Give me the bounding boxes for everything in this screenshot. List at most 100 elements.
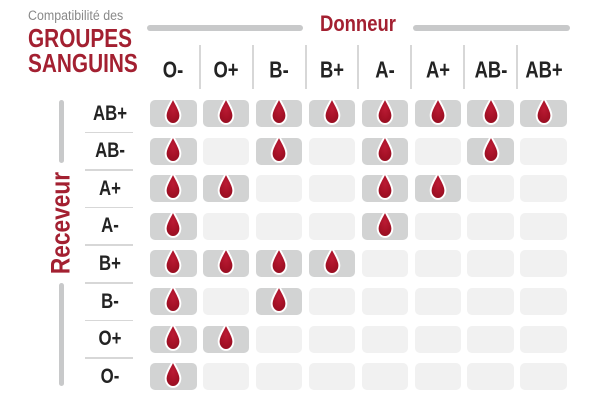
- donor-axis-rule-left: [147, 25, 303, 31]
- donor-column-header: B-: [269, 56, 289, 83]
- grid-cell: [150, 96, 197, 127]
- grid-cell: [150, 321, 197, 353]
- blood-drop-icon: [164, 133, 182, 163]
- blood-drop-icon: [482, 96, 499, 125]
- grid-cell: [414, 288, 461, 315]
- blood-drop-icon: [164, 284, 182, 313]
- grid-cell: [150, 208, 197, 240]
- blood-drop-icon: [270, 133, 288, 163]
- blood-drop-icon: [164, 246, 182, 276]
- blood-drop-icon: [270, 96, 288, 125]
- grid-cell: [202, 321, 250, 353]
- column-separator: [410, 45, 413, 89]
- title-line1: GROUPES: [28, 23, 133, 53]
- receiver-row-label: A+: [99, 176, 121, 200]
- grid-cell: [202, 137, 250, 165]
- blood-drop-icon: [376, 208, 394, 238]
- blood-drop-icon: [217, 321, 235, 351]
- column-separator: [304, 45, 307, 89]
- receiver-row-label: B+: [99, 251, 121, 275]
- receiver-row-label: O-: [100, 364, 120, 388]
- donor-column-header: AB-: [474, 56, 507, 83]
- grid-cell: [414, 171, 461, 203]
- grid-cell: [308, 175, 356, 203]
- donor-column-header: O-: [163, 56, 184, 83]
- grid-cell: [414, 96, 461, 127]
- receiver-row-label: O+: [98, 327, 122, 351]
- blood-drop-icon: [164, 171, 182, 201]
- grid-cell: [467, 250, 514, 278]
- grid-cell: [150, 133, 197, 165]
- blood-drop-icon: [376, 133, 394, 163]
- grid-cell: [150, 246, 197, 278]
- row-separator: [85, 357, 133, 359]
- grid-cell: [414, 250, 461, 278]
- grid-cell: [467, 363, 514, 391]
- receiver-row-label: A-: [101, 214, 119, 238]
- grid-cell: [520, 325, 567, 353]
- donor-column-header: O+: [213, 56, 239, 83]
- column-separator: [463, 45, 466, 89]
- grid-cell: [520, 288, 567, 315]
- grid-cell: [520, 96, 567, 127]
- grid-cell: [467, 325, 514, 353]
- grid-cell: [520, 212, 567, 240]
- receiver-row-label: B-: [101, 289, 119, 313]
- blood-drop-icon: [376, 171, 394, 201]
- grid-cell: [414, 137, 461, 165]
- receiver-axis-rule-top: [58, 100, 64, 163]
- grid-cell: [202, 288, 250, 315]
- donor-column-header: A+: [425, 56, 450, 83]
- blood-drop-icon: [429, 171, 447, 201]
- grid-cell: [255, 96, 303, 127]
- grid-cell: [150, 359, 197, 391]
- grid-cell: [308, 246, 356, 278]
- grid-cell: [467, 288, 514, 315]
- blood-drop-icon: [482, 133, 499, 163]
- grid-cell: [202, 171, 250, 203]
- title-line2: SANGUINS: [28, 48, 138, 78]
- grid-cell: [520, 250, 567, 278]
- grid-cell: [414, 325, 461, 353]
- grid-cell: [467, 175, 514, 203]
- grid-cell: [414, 363, 461, 391]
- receiver-axis-rule-bottom: [58, 283, 64, 386]
- donor-column-header: AB+: [524, 56, 563, 83]
- grid-cell: [361, 133, 409, 165]
- grid-cell: [202, 212, 250, 240]
- grid-cell: [520, 137, 567, 165]
- grid-cell: [467, 212, 514, 240]
- blood-drop-icon: [270, 246, 288, 276]
- grid-cell: [255, 325, 303, 353]
- grid-cell: [361, 96, 409, 127]
- grid-cell: [361, 363, 409, 391]
- blood-drop-icon: [429, 96, 447, 125]
- grid-cell: [520, 363, 567, 391]
- grid-cell: [467, 133, 514, 165]
- donor-axis-title: Donneur: [320, 11, 396, 36]
- blood-drop-icon: [270, 284, 288, 313]
- grid-cell: [361, 208, 409, 240]
- column-separator: [516, 45, 519, 89]
- blood-drop-icon: [323, 246, 341, 276]
- grid-cell: [308, 288, 356, 315]
- grid-cell: [308, 363, 356, 391]
- row-separator: [85, 131, 133, 134]
- row-separator: [85, 206, 133, 209]
- grid-cell: [255, 246, 303, 278]
- title-eyebrow: Compatibilité des: [28, 8, 124, 23]
- grid-cell: [361, 171, 409, 203]
- donor-column-header: B+: [319, 56, 344, 83]
- blood-drop-icon: [164, 96, 182, 125]
- grid-cell: [202, 96, 250, 127]
- grid-cell: [150, 171, 197, 203]
- grid-cell: [308, 96, 356, 127]
- grid-cell: [361, 250, 409, 278]
- grid-cell: [202, 363, 250, 391]
- blood-drop-icon: [376, 96, 394, 125]
- blood-drop-icon: [535, 96, 552, 125]
- column-separator: [198, 45, 201, 89]
- grid-cell: [202, 246, 250, 278]
- grid-cell: [255, 284, 303, 315]
